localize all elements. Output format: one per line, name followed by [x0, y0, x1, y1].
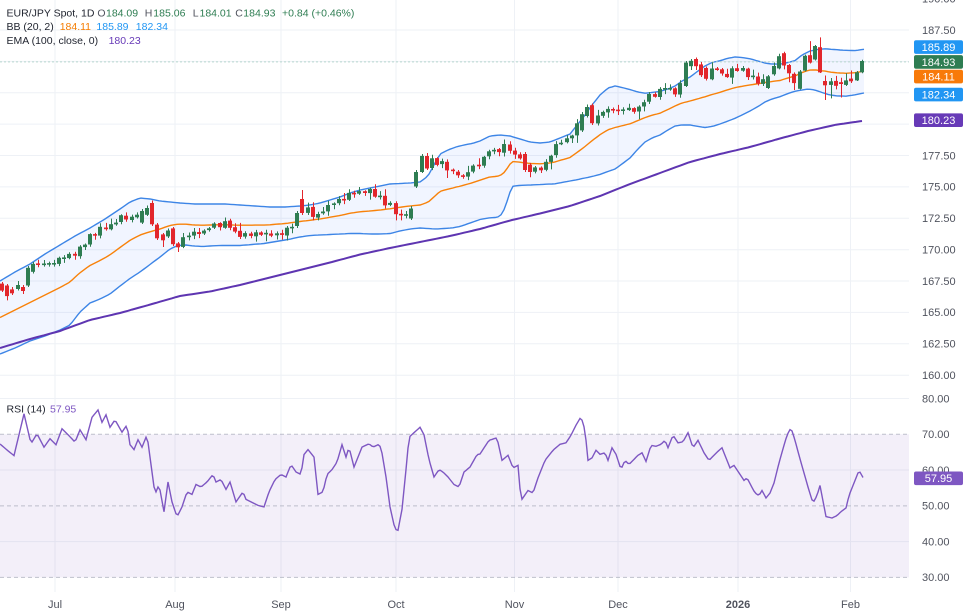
- svg-text:BB (20, 2): BB (20, 2): [7, 21, 54, 33]
- svg-text:162.50: 162.50: [922, 339, 956, 351]
- svg-text:184.01: 184.01: [200, 7, 232, 19]
- svg-text:30.00: 30.00: [922, 572, 950, 584]
- svg-text:Oct: Oct: [387, 599, 404, 611]
- svg-text:RSI (14): RSI (14): [7, 403, 46, 415]
- svg-text:184.11: 184.11: [60, 21, 91, 33]
- svg-text:184.09: 184.09: [106, 7, 138, 19]
- svg-text:184.93: 184.93: [922, 57, 956, 69]
- svg-text:O: O: [97, 7, 105, 19]
- svg-text:184.93: 184.93: [243, 7, 275, 19]
- svg-text:C: C: [235, 7, 243, 19]
- svg-text:180.23: 180.23: [109, 35, 141, 47]
- svg-text:182.34: 182.34: [136, 21, 168, 33]
- svg-text:H: H: [145, 7, 153, 19]
- svg-text:170.00: 170.00: [922, 245, 956, 257]
- svg-text:175.00: 175.00: [922, 182, 956, 194]
- svg-text:184.11: 184.11: [922, 72, 955, 84]
- svg-text:Aug: Aug: [165, 599, 185, 611]
- svg-text:2026: 2026: [726, 599, 750, 611]
- svg-text:165.00: 165.00: [922, 307, 956, 319]
- svg-text:167.50: 167.50: [922, 276, 956, 288]
- svg-text:57.95: 57.95: [50, 403, 76, 415]
- svg-text:57.95: 57.95: [925, 473, 953, 485]
- svg-text:Nov: Nov: [505, 599, 525, 611]
- svg-text:40.00: 40.00: [922, 536, 950, 548]
- svg-text:Jul: Jul: [48, 599, 62, 611]
- svg-text:180.23: 180.23: [922, 115, 956, 127]
- svg-text:70.00: 70.00: [922, 429, 950, 441]
- svg-text:Dec: Dec: [608, 599, 628, 611]
- svg-text:L: L: [193, 7, 199, 19]
- svg-text:160.00: 160.00: [922, 370, 956, 382]
- svg-text:Feb: Feb: [841, 599, 860, 611]
- svg-text:50.00: 50.00: [922, 501, 950, 513]
- svg-text:190.00: 190.00: [922, 0, 956, 5]
- svg-text:185.06: 185.06: [153, 7, 185, 19]
- svg-text:185.89: 185.89: [922, 42, 956, 54]
- svg-text:+0.84 (+0.46%): +0.84 (+0.46%): [282, 7, 354, 19]
- svg-text:EUR/JPY Spot, 1D: EUR/JPY Spot, 1D: [7, 7, 95, 19]
- svg-text:EMA (100, close, 0): EMA (100, close, 0): [7, 35, 99, 47]
- svg-text:80.00: 80.00: [922, 393, 950, 405]
- svg-text:187.50: 187.50: [922, 25, 956, 37]
- svg-text:Sep: Sep: [271, 599, 291, 611]
- svg-text:172.50: 172.50: [922, 213, 956, 225]
- svg-text:177.50: 177.50: [922, 150, 956, 162]
- svg-text:182.34: 182.34: [922, 90, 956, 102]
- svg-text:185.89: 185.89: [96, 21, 128, 33]
